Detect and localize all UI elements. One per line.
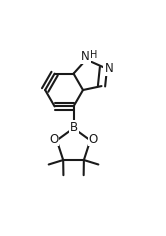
- Text: N: N: [81, 50, 90, 63]
- Text: B: B: [70, 121, 78, 134]
- Text: N: N: [104, 62, 113, 75]
- Text: O: O: [89, 133, 98, 146]
- Text: H: H: [90, 51, 97, 60]
- Text: O: O: [49, 133, 58, 146]
